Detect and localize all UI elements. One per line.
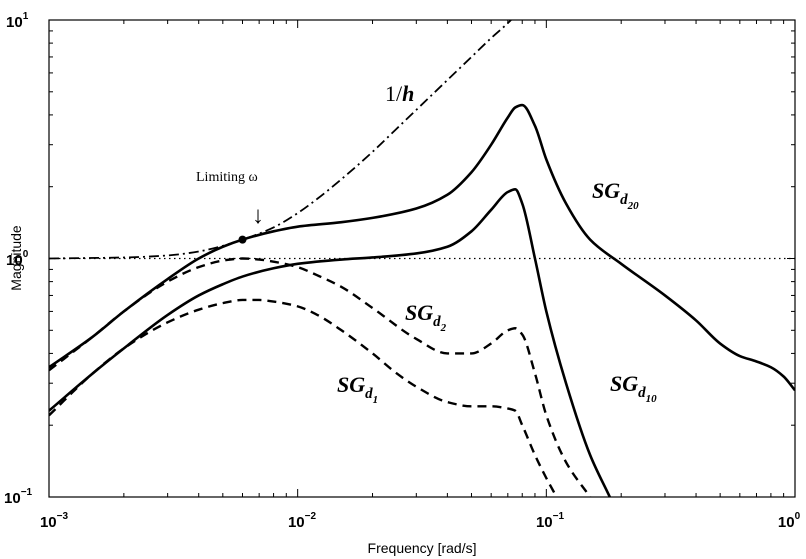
series-line-SGd2 [49, 257, 592, 497]
y-tick-label: 100 [6, 249, 29, 269]
limiting-omega-marker [238, 235, 247, 244]
limiting-arrow-icon: ↓ [252, 203, 264, 229]
series-line-SGd20 [49, 103, 795, 392]
x-axis-label: Frequency [rad/s] [368, 540, 477, 556]
y-tick-label: 101 [6, 11, 29, 31]
label-inv-h: 1/h [385, 81, 414, 106]
plot-frame [48, 19, 796, 498]
y-axis-label: Magnitude [8, 225, 24, 291]
series-line-SGd1 [49, 298, 558, 497]
x-tick-label: 100 [778, 511, 801, 531]
axis-ticks [48, 20, 795, 498]
x-tick-label: 10−1 [536, 511, 565, 531]
label-SGd1: SGd1 [337, 372, 378, 406]
label-SGd2: SGd2 [405, 300, 447, 334]
y-tick-label: 10−1 [4, 487, 33, 507]
series-line-SGd10 [49, 188, 611, 497]
limiting-omega-label: Limiting ω [196, 170, 258, 185]
label-SGd10: SGd10 [610, 371, 657, 405]
x-tick-label: 10−2 [288, 511, 317, 531]
series-line-inv_h [49, 20, 513, 260]
series-layer [49, 20, 795, 497]
x-tick-label: 10−3 [40, 511, 69, 531]
label-SGd20: SGd20 [592, 178, 639, 212]
